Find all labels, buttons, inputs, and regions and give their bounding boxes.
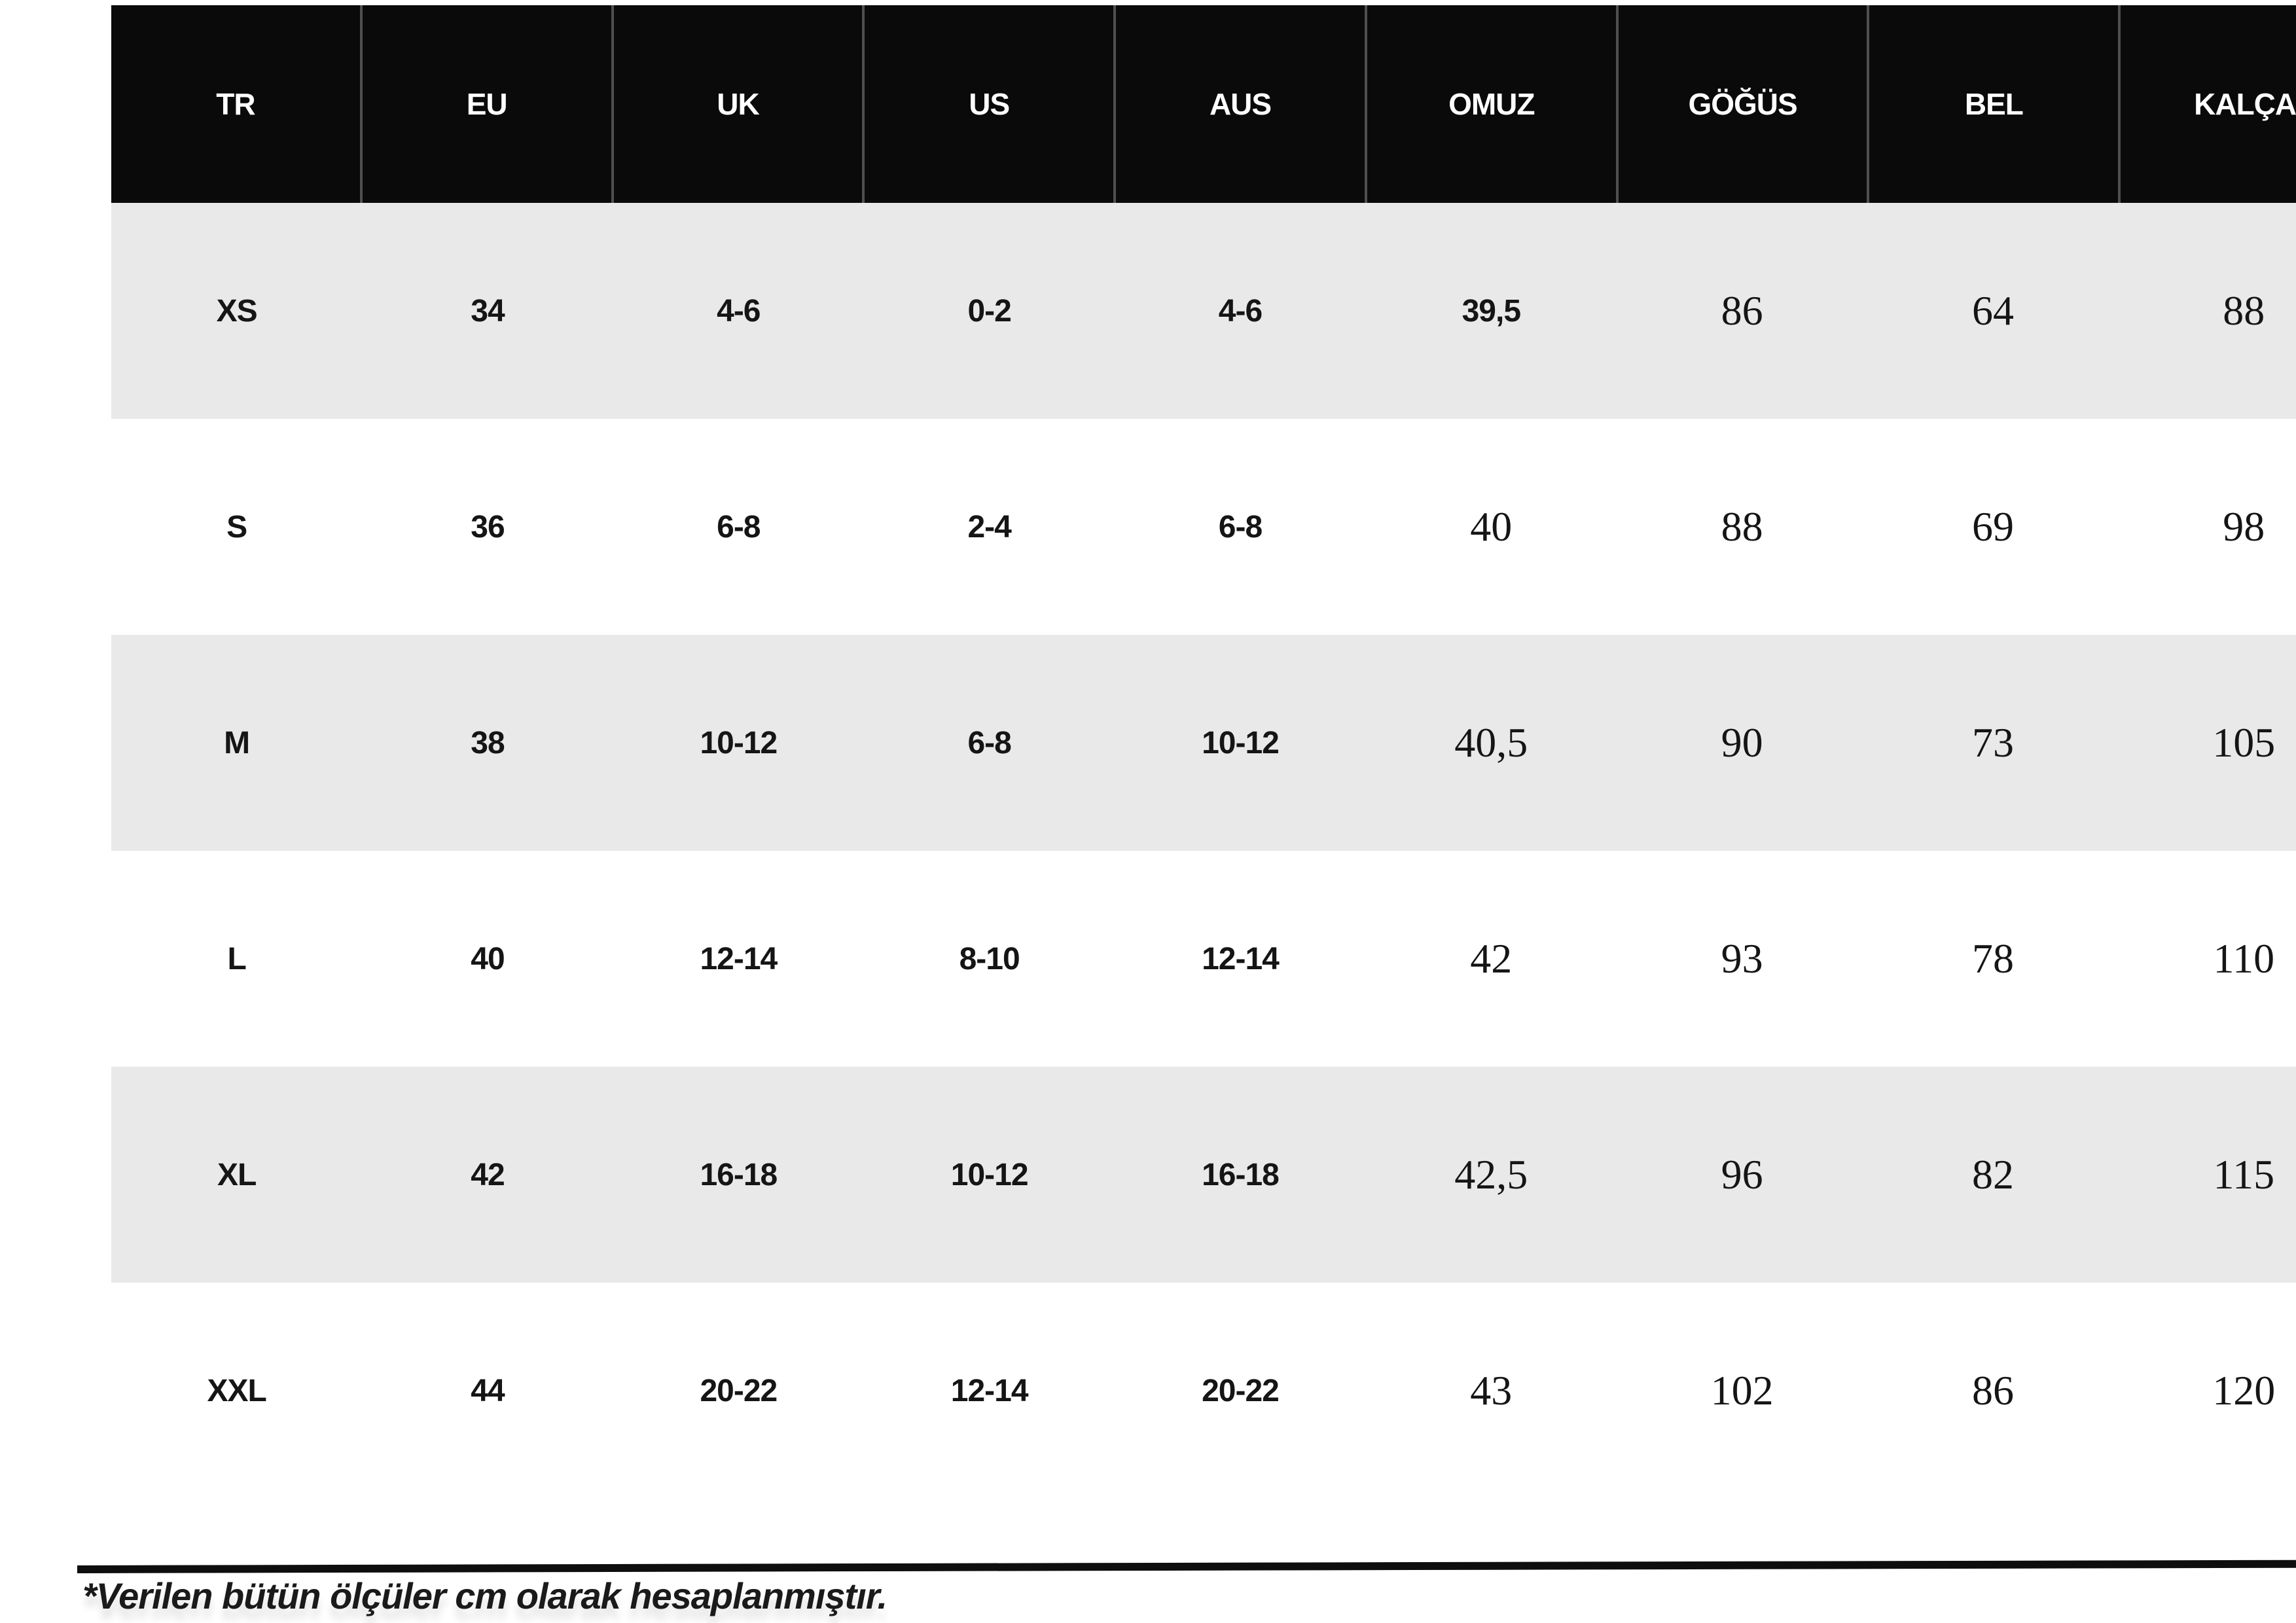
cell-uk: 20-22 <box>700 1373 778 1408</box>
table-row-s: S 36 6-8 2-4 6-8 40 88 69 98 <box>111 419 2296 635</box>
cell-kalca: 105 <box>2212 719 2276 766</box>
table-row-xl: XL 42 16-18 10-12 16-18 42,5 96 82 115 <box>111 1067 2296 1283</box>
cell-omuz: 40,5 <box>1454 719 1528 766</box>
cell-eu: 34 <box>471 293 505 329</box>
table-header-row: TR EU UK US AUS OMUZ GÖĞÜS BEL KALÇA <box>111 5 2296 203</box>
size-chart-table: TR EU UK US AUS OMUZ GÖĞÜS BEL KALÇA XS … <box>111 5 2296 1499</box>
footer-divider-line <box>77 1560 2296 1573</box>
cell-us: 10-12 <box>950 1157 1029 1192</box>
cell-us: 12-14 <box>950 1373 1029 1408</box>
cell-size-label: S <box>226 509 247 544</box>
cell-size-label: XL <box>217 1157 257 1192</box>
cell-kalca: 110 <box>2213 935 2275 982</box>
cell-eu: 38 <box>471 725 505 760</box>
cell-kalca: 88 <box>2223 287 2265 334</box>
cell-eu: 40 <box>471 941 505 976</box>
cell-gogus: 86 <box>1721 287 1763 334</box>
table-row-l: L 40 12-14 8-10 12-14 42 93 78 110 <box>111 851 2296 1067</box>
column-header-uk: UK <box>611 5 863 203</box>
cell-us: 8-10 <box>959 941 1020 976</box>
cell-kalca: 115 <box>2213 1151 2275 1198</box>
cell-bel: 86 <box>1971 1367 2014 1414</box>
cell-omuz: 42 <box>1470 935 1513 982</box>
cell-gogus: 90 <box>1721 719 1763 766</box>
column-header-kalca: KALÇA <box>2118 5 2296 203</box>
cell-size-label: M <box>224 725 250 760</box>
table-row-m: M 38 10-12 6-8 10-12 40,5 90 73 105 <box>111 635 2296 851</box>
cell-eu: 36 <box>471 509 505 544</box>
cell-us: 0-2 <box>967 293 1011 329</box>
cell-omuz: 39,5 <box>1462 293 1521 329</box>
cell-size-label: L <box>227 941 247 976</box>
column-header-omuz: OMUZ <box>1364 5 1616 203</box>
cell-uk: 4-6 <box>717 293 761 329</box>
cell-gogus: 96 <box>1721 1151 1763 1198</box>
cell-eu: 42 <box>471 1157 505 1192</box>
table-row-xxl: XXL 44 20-22 12-14 20-22 43 102 86 120 <box>111 1283 2296 1499</box>
cell-uk: 16-18 <box>700 1157 778 1192</box>
cell-uk: 6-8 <box>717 509 761 544</box>
column-header-gogus: GÖĞÜS <box>1615 5 1867 203</box>
cell-kalca: 98 <box>2223 503 2265 550</box>
cell-gogus: 102 <box>1710 1367 1774 1414</box>
cell-uk: 10-12 <box>700 725 778 760</box>
cell-us: 6-8 <box>967 725 1011 760</box>
table-row-xs: XS 34 4-6 0-2 4-6 39,5 86 64 88 <box>111 203 2296 419</box>
cell-gogus: 93 <box>1721 935 1763 982</box>
column-header-eu: EU <box>359 5 611 203</box>
cell-omuz: 40 <box>1470 503 1513 550</box>
cell-kalca: 120 <box>2212 1367 2276 1414</box>
measurements-footnote: *Verilen bütün ölçüler cm olarak hesapla… <box>82 1575 888 1616</box>
cell-bel: 73 <box>1971 719 2014 766</box>
cell-aus: 10-12 <box>1202 725 1280 760</box>
cell-size-label: XXL <box>207 1373 266 1408</box>
cell-uk: 12-14 <box>700 941 778 976</box>
column-header-tr: TR <box>216 87 255 121</box>
column-header-aus: AUS <box>1113 5 1365 203</box>
cell-bel: 64 <box>1971 287 2014 334</box>
column-header-us: US <box>862 5 1113 203</box>
cell-eu: 44 <box>471 1373 505 1408</box>
cell-aus: 6-8 <box>1218 509 1263 544</box>
cell-aus: 16-18 <box>1202 1157 1280 1192</box>
cell-bel: 69 <box>1971 503 2014 550</box>
cell-omuz: 42,5 <box>1454 1151 1528 1198</box>
cell-aus: 12-14 <box>1202 941 1280 976</box>
cell-omuz: 43 <box>1470 1367 1513 1414</box>
cell-gogus: 88 <box>1721 503 1763 550</box>
cell-bel: 78 <box>1971 935 2014 982</box>
column-header-bel: BEL <box>1867 5 2118 203</box>
cell-size-label: XS <box>216 293 258 329</box>
cell-us: 2-4 <box>967 509 1011 544</box>
cell-aus: 20-22 <box>1202 1373 1280 1408</box>
cell-bel: 82 <box>1971 1151 2014 1198</box>
cell-aus: 4-6 <box>1218 293 1263 329</box>
